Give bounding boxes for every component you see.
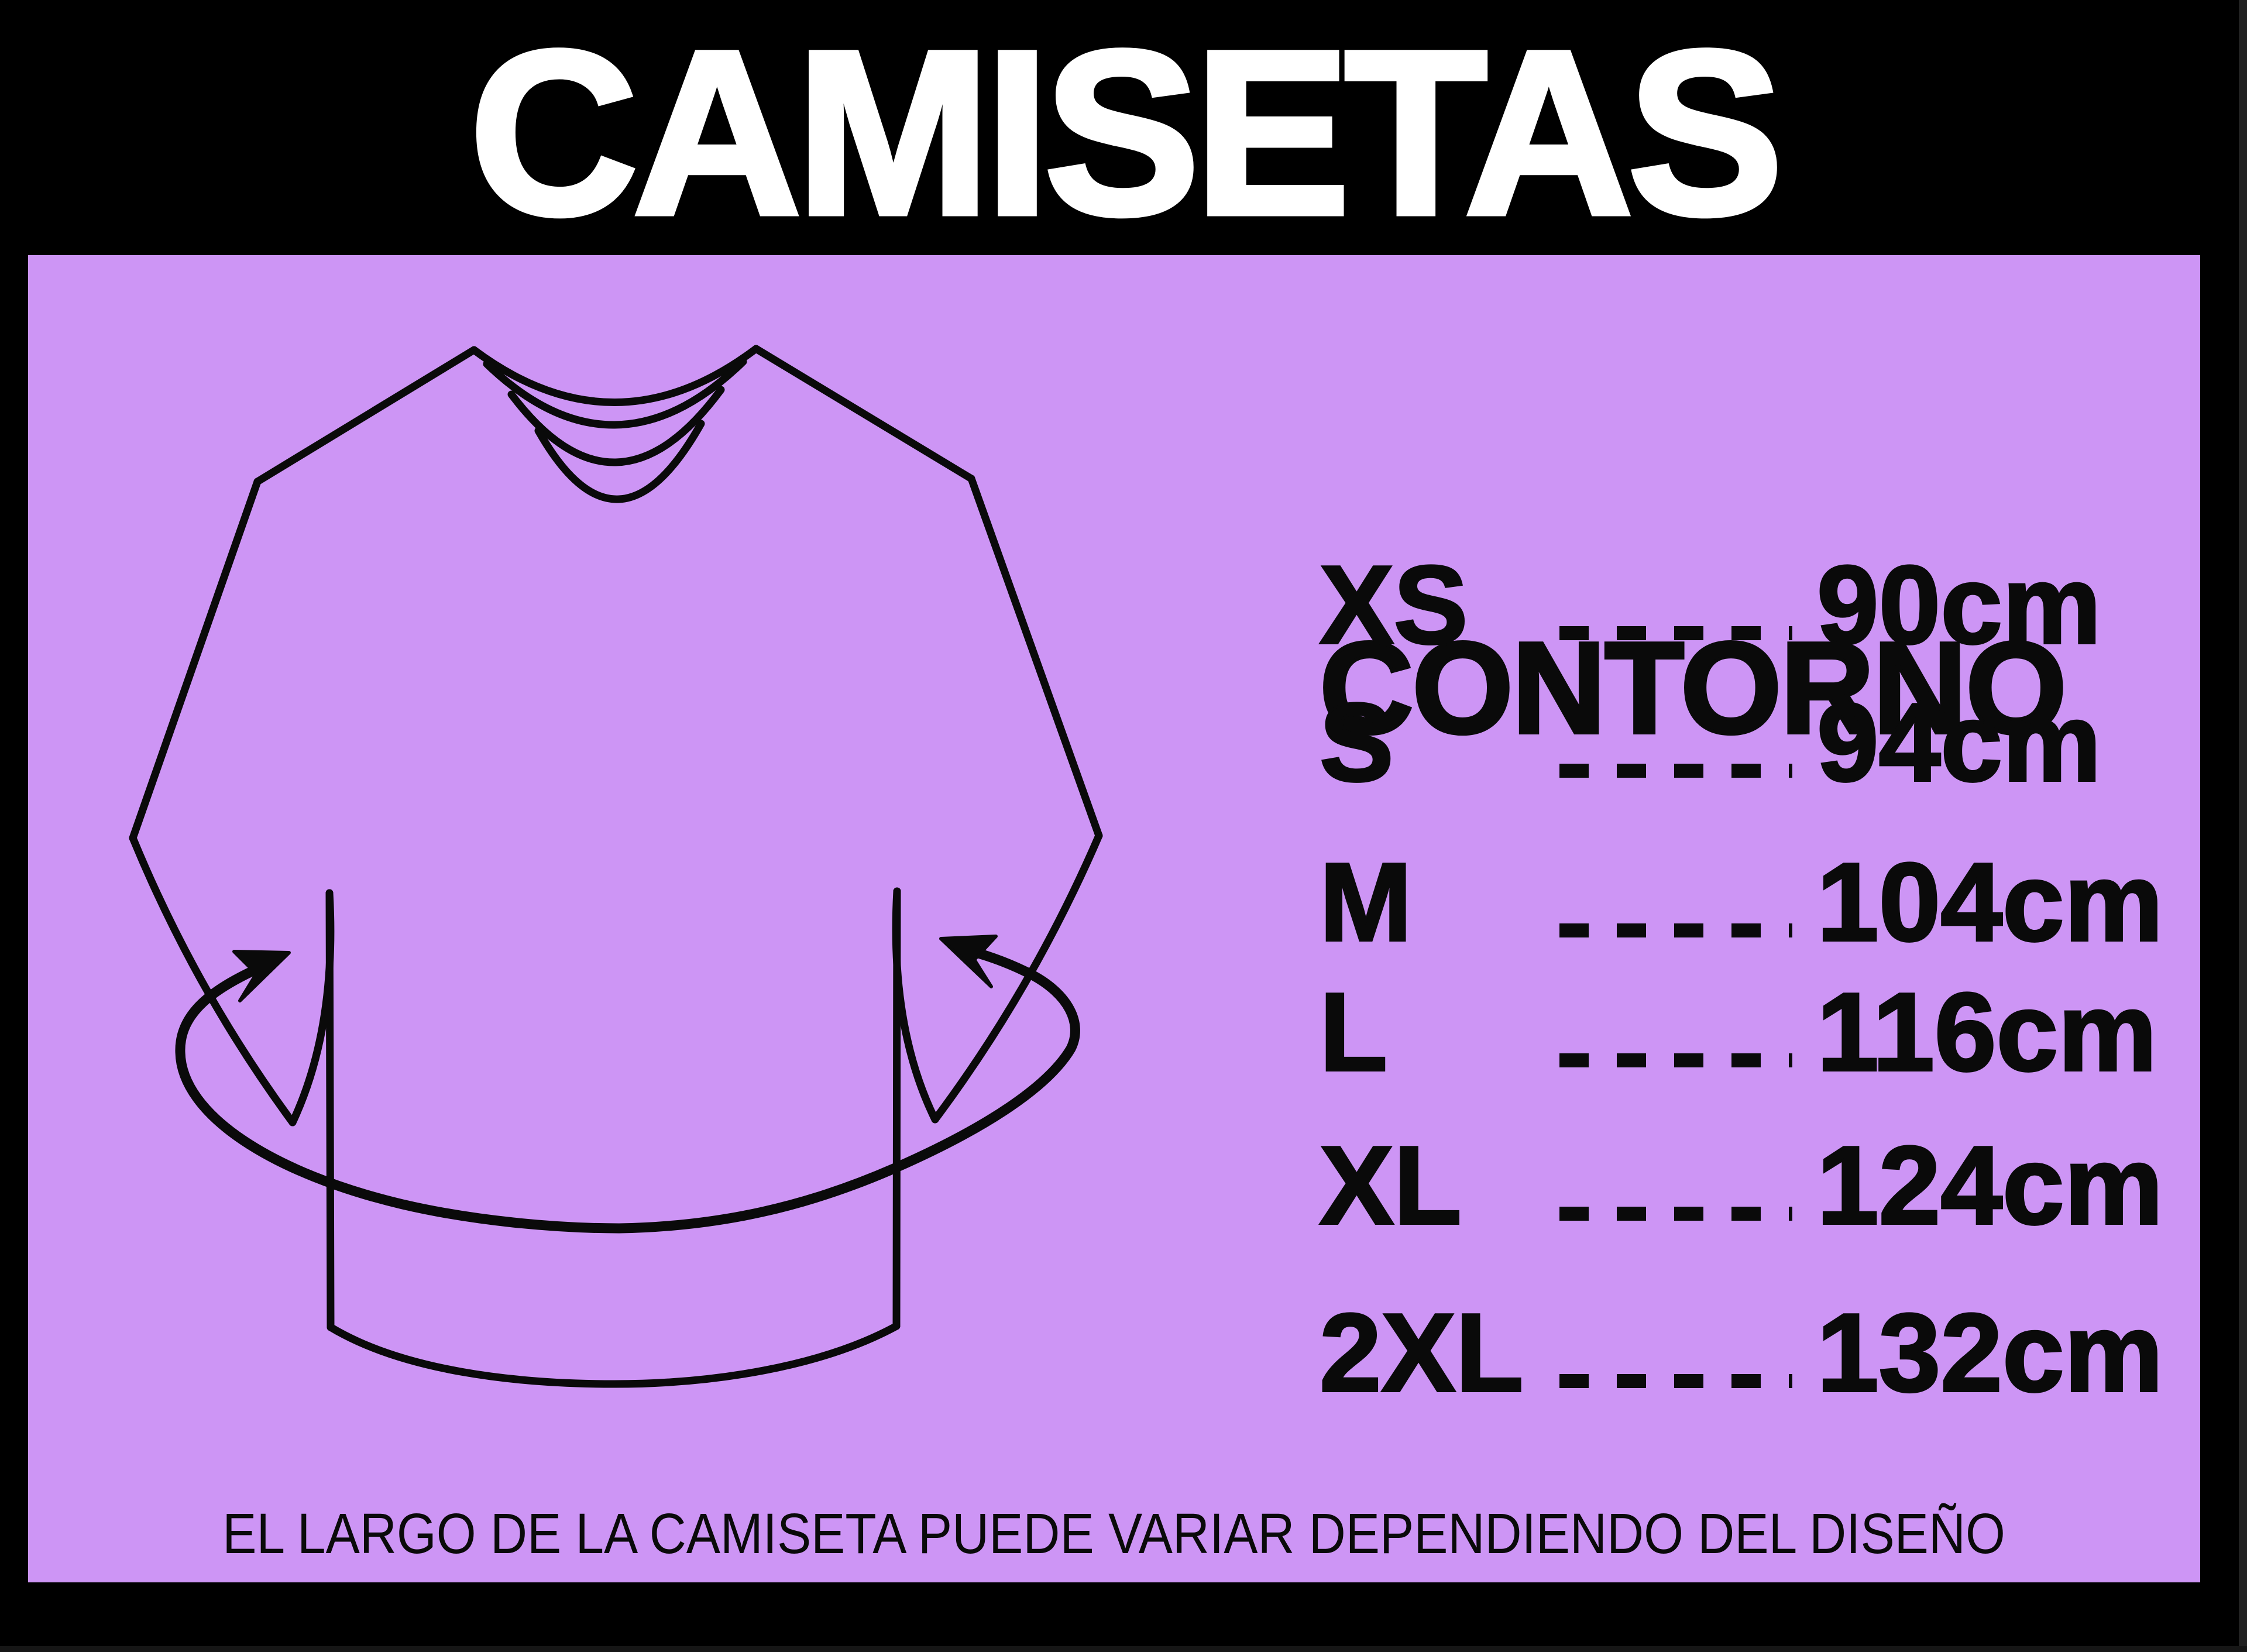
size-value: 116cm: [1816, 970, 2158, 1094]
dotted-leader: [1559, 923, 1792, 937]
dotted-leader: [1559, 626, 1792, 640]
size-chart-panel: CONTORNO XS 90cm S 94cm M 104cm L 116cm: [28, 255, 2200, 1582]
size-table: XS 90cm S 94cm M 104cm L 116cm XL: [1318, 255, 2177, 1582]
size-row-s: S 94cm: [1318, 681, 2177, 805]
poster-title: CAMISETAS: [467, 2, 1786, 263]
size-value: 132cm: [1816, 1291, 2164, 1415]
size-row-xs: XS 90cm: [1318, 543, 2177, 667]
size-value: 90cm: [1816, 543, 2102, 667]
size-value: 124cm: [1816, 1124, 2164, 1248]
circumference-arrow-icon: [175, 935, 1080, 1234]
dotted-leader: [1559, 764, 1792, 778]
arrowhead-right-icon: [939, 935, 998, 988]
size-label: M: [1318, 840, 1413, 964]
size-row-2xl: 2XL 132cm: [1318, 1291, 2177, 1415]
tshirt-illustration: [129, 345, 1103, 1388]
size-label: XL: [1318, 1124, 1463, 1248]
dotted-leader: [1559, 1374, 1792, 1388]
dotted-leader: [1559, 1053, 1792, 1067]
size-label: 2XL: [1318, 1291, 1524, 1415]
size-row-l: L 116cm: [1318, 970, 2177, 1094]
size-label: S: [1318, 681, 1395, 805]
scan-edge-artifact-bottom: [0, 1646, 2247, 1652]
size-value: 104cm: [1816, 840, 2164, 964]
size-label: L: [1318, 970, 1389, 1094]
size-label: XS: [1318, 543, 1469, 667]
tshirt-outline-icon: [129, 345, 1103, 1388]
dotted-leader: [1559, 1207, 1792, 1221]
tshirt-collar-icon: [470, 345, 760, 503]
size-row-xl: XL 124cm: [1318, 1124, 2177, 1248]
footer-note-text: EL LARGO DE LA CAMISETA PUEDE VARIAR DEP…: [222, 1502, 2006, 1565]
arrowhead-left-icon: [232, 950, 291, 1002]
size-value: 94cm: [1816, 681, 2102, 805]
scan-edge-artifact-right: [2239, 0, 2247, 1652]
footer-note: EL LARGO DE LA CAMISETA PUEDE VARIAR DEP…: [28, 1502, 2200, 1566]
size-row-m: M 104cm: [1318, 840, 2177, 964]
